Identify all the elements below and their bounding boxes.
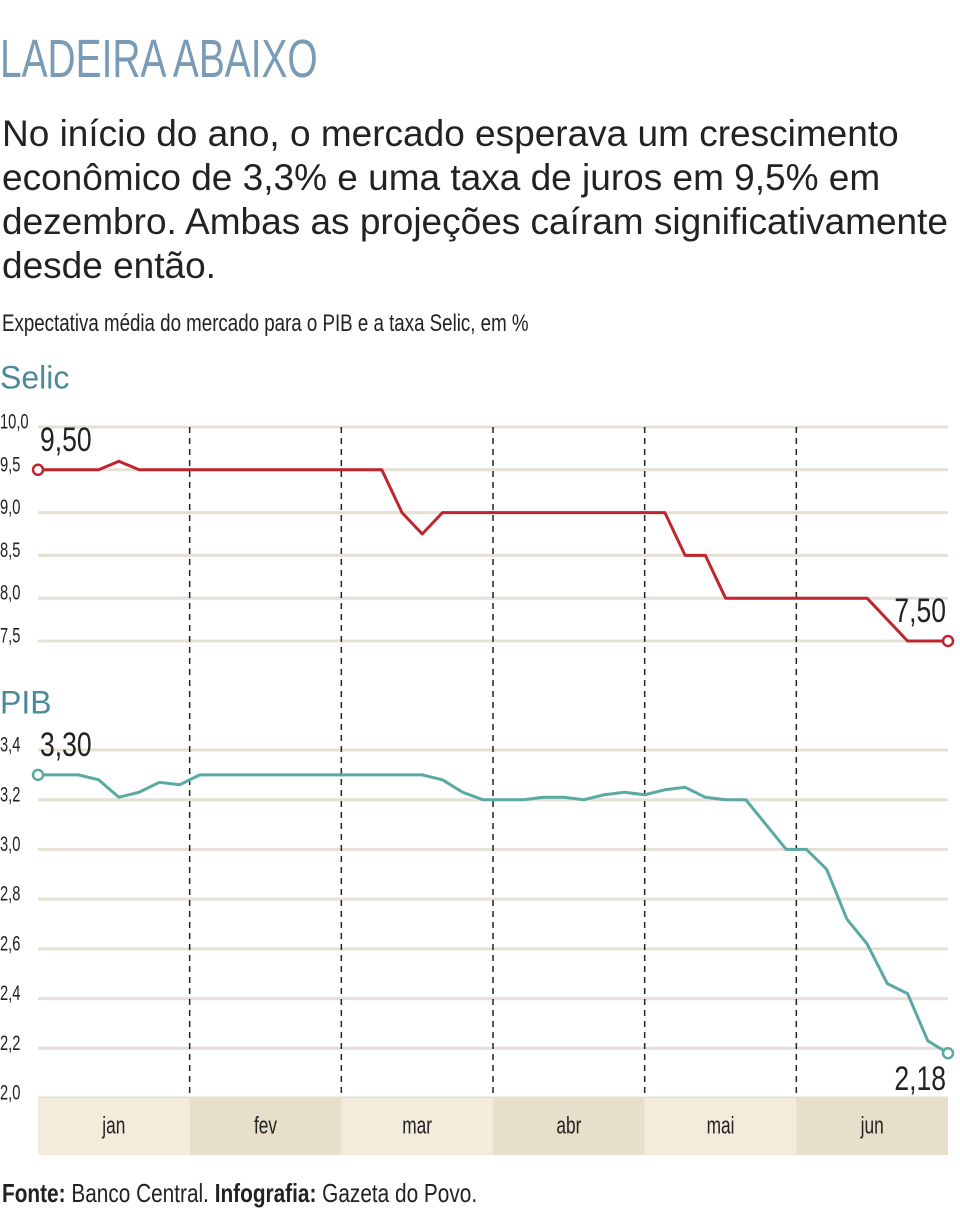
end-marker bbox=[941, 1047, 955, 1060]
x-tick-label: abr bbox=[556, 1113, 581, 1139]
y-tick-label: 7,5 bbox=[0, 624, 20, 647]
y-tick-label: 9,0 bbox=[0, 496, 20, 519]
x-tick-label: mar bbox=[402, 1113, 432, 1139]
month-band bbox=[341, 1098, 493, 1155]
y-tick-label: 3,0 bbox=[0, 832, 20, 855]
x-tick-label: fev bbox=[254, 1113, 277, 1139]
end-marker bbox=[31, 463, 45, 477]
credit-label: Infografia: bbox=[214, 1178, 317, 1208]
data-label: 2,18 bbox=[894, 1060, 946, 1098]
data-label: 7,50 bbox=[894, 592, 946, 630]
credit: Gazeta do Povo. bbox=[322, 1178, 478, 1208]
y-tick-label: 2,6 bbox=[0, 932, 20, 955]
x-tick-label: mai bbox=[707, 1113, 735, 1139]
line bbox=[38, 459, 948, 643]
y-tick-label: 8,0 bbox=[0, 581, 20, 604]
chart-label: PIB bbox=[0, 684, 52, 720]
end-marker bbox=[31, 768, 45, 782]
caption: Expectativa média do mercado para o PIB … bbox=[2, 310, 529, 337]
month-band bbox=[38, 1098, 190, 1155]
y-tick-label: 10,0 bbox=[0, 410, 29, 433]
y-tick-label: 3,2 bbox=[0, 783, 20, 806]
month-band bbox=[796, 1098, 948, 1155]
chart-label: Selic bbox=[0, 359, 69, 395]
y-tick-label: 2,8 bbox=[0, 882, 20, 905]
y-tick-label: 2,4 bbox=[0, 982, 20, 1005]
y-tick-label: 8,5 bbox=[0, 538, 20, 561]
subtitle: No início do ano, o mercado esperava um … bbox=[2, 113, 948, 286]
y-tick-label: 9,5 bbox=[0, 453, 20, 476]
y-tick-label: 3,4 bbox=[0, 733, 20, 756]
month-band bbox=[493, 1098, 645, 1155]
footer: Fonte: Banco Central. Infografia: Gazeta… bbox=[2, 1178, 477, 1209]
x-tick-label: jan bbox=[101, 1113, 125, 1139]
y-tick-label: 2,0 bbox=[0, 1081, 20, 1104]
data-label: 3,30 bbox=[40, 726, 92, 764]
line-layer bbox=[38, 459, 949, 1055]
source-label: Fonte: bbox=[2, 1178, 66, 1208]
line bbox=[38, 773, 949, 1055]
x-tick-label: jun bbox=[860, 1113, 884, 1139]
separator-layer bbox=[188, 427, 798, 1098]
source: Banco Central. bbox=[71, 1178, 209, 1208]
title: LADEIRA ABAIXO bbox=[0, 29, 318, 89]
month-band bbox=[189, 1098, 342, 1155]
end-marker bbox=[941, 634, 955, 648]
charts: Selic 10,0 9,5 9,0 8,5 8,0 7,5 9,50 7,50 PIB 3,4 3,… bbox=[0, 359, 955, 1155]
data-label: 9,50 bbox=[40, 421, 92, 459]
y-tick-label: 2,2 bbox=[0, 1031, 20, 1054]
month-band bbox=[644, 1098, 797, 1155]
